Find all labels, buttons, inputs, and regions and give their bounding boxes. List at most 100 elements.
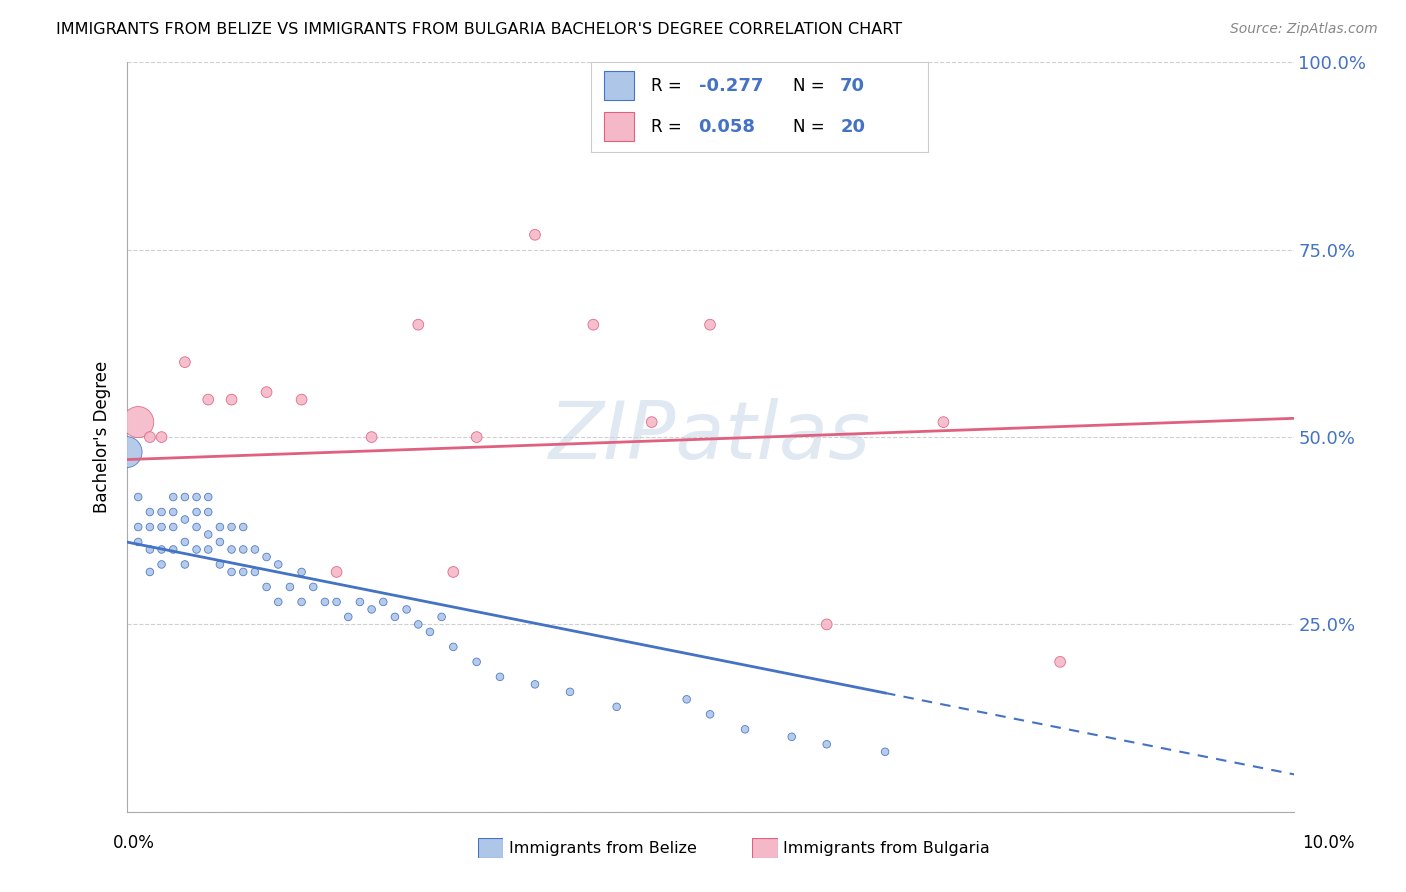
Point xyxy=(256,549,278,564)
Point xyxy=(197,527,219,541)
Point xyxy=(221,565,243,579)
Point xyxy=(162,542,184,557)
Point xyxy=(186,542,208,557)
Point xyxy=(186,505,208,519)
Point xyxy=(174,558,197,572)
Point xyxy=(221,392,243,407)
Point xyxy=(139,565,162,579)
Point xyxy=(150,430,173,444)
Point xyxy=(232,542,254,557)
Text: 70: 70 xyxy=(841,77,865,95)
Point xyxy=(582,318,605,332)
Point xyxy=(408,617,430,632)
Point xyxy=(221,542,243,557)
Text: Immigrants from Bulgaria: Immigrants from Bulgaria xyxy=(783,841,990,855)
Point xyxy=(115,445,138,459)
Point xyxy=(232,565,254,579)
Point xyxy=(441,640,464,654)
Text: Source: ZipAtlas.com: Source: ZipAtlas.com xyxy=(1230,22,1378,37)
Text: 0.0%: 0.0% xyxy=(112,834,155,852)
Point xyxy=(325,595,347,609)
Text: R =: R = xyxy=(651,118,688,136)
Point xyxy=(221,520,243,534)
Point xyxy=(302,580,325,594)
Point xyxy=(139,542,162,557)
Point xyxy=(290,392,312,407)
Point xyxy=(780,730,803,744)
Bar xyxy=(605,71,634,100)
Point xyxy=(699,318,721,332)
Point xyxy=(558,685,581,699)
Point xyxy=(150,505,173,519)
Point xyxy=(290,595,312,609)
Point xyxy=(290,565,312,579)
Point xyxy=(699,707,721,722)
Point xyxy=(150,520,173,534)
Point xyxy=(349,595,371,609)
Point xyxy=(174,490,197,504)
Point xyxy=(197,542,219,557)
Point xyxy=(174,535,197,549)
Point xyxy=(606,699,628,714)
Point xyxy=(267,595,290,609)
Point xyxy=(197,505,219,519)
Point xyxy=(267,558,290,572)
Point xyxy=(186,520,208,534)
Point xyxy=(489,670,512,684)
Point xyxy=(208,535,231,549)
Y-axis label: Bachelor's Degree: Bachelor's Degree xyxy=(93,361,111,513)
Point xyxy=(815,737,838,751)
Point xyxy=(524,677,547,691)
Point xyxy=(162,490,184,504)
Point xyxy=(127,490,149,504)
Point xyxy=(734,723,756,737)
Point xyxy=(640,415,664,429)
Point xyxy=(337,610,360,624)
Text: IMMIGRANTS FROM BELIZE VS IMMIGRANTS FROM BULGARIA BACHELOR'S DEGREE CORRELATION: IMMIGRANTS FROM BELIZE VS IMMIGRANTS FRO… xyxy=(56,22,903,37)
Point xyxy=(232,520,254,534)
Point xyxy=(441,565,464,579)
Point xyxy=(174,512,197,526)
Text: N =: N = xyxy=(793,118,830,136)
Point xyxy=(465,655,488,669)
Text: R =: R = xyxy=(651,77,688,95)
Point xyxy=(325,565,347,579)
Text: N =: N = xyxy=(793,77,830,95)
Point xyxy=(127,415,149,429)
Point xyxy=(162,505,184,519)
Point xyxy=(524,227,547,242)
Point xyxy=(256,580,278,594)
Point xyxy=(208,520,231,534)
Point xyxy=(314,595,336,609)
Point xyxy=(186,490,208,504)
Point xyxy=(278,580,301,594)
Text: 10.0%: 10.0% xyxy=(1302,834,1355,852)
Text: 20: 20 xyxy=(841,118,865,136)
Point xyxy=(174,355,197,369)
Point xyxy=(139,430,162,444)
Point xyxy=(932,415,955,429)
Point xyxy=(419,624,441,639)
Text: ZIPatlas: ZIPatlas xyxy=(548,398,872,476)
Point xyxy=(150,558,173,572)
Point xyxy=(815,617,838,632)
Point xyxy=(360,602,382,616)
Point xyxy=(150,542,173,557)
Text: -0.277: -0.277 xyxy=(699,77,763,95)
Point xyxy=(197,490,219,504)
Point xyxy=(139,505,162,519)
Point xyxy=(875,745,897,759)
Text: Immigrants from Belize: Immigrants from Belize xyxy=(509,841,697,855)
Point xyxy=(465,430,488,444)
Point xyxy=(360,430,382,444)
Text: 0.058: 0.058 xyxy=(699,118,755,136)
Point xyxy=(384,610,406,624)
Point xyxy=(139,520,162,534)
Point xyxy=(1049,655,1071,669)
Point xyxy=(430,610,453,624)
Point xyxy=(243,542,266,557)
Point xyxy=(127,535,149,549)
Point xyxy=(256,385,278,400)
Point xyxy=(243,565,266,579)
Point xyxy=(208,558,231,572)
